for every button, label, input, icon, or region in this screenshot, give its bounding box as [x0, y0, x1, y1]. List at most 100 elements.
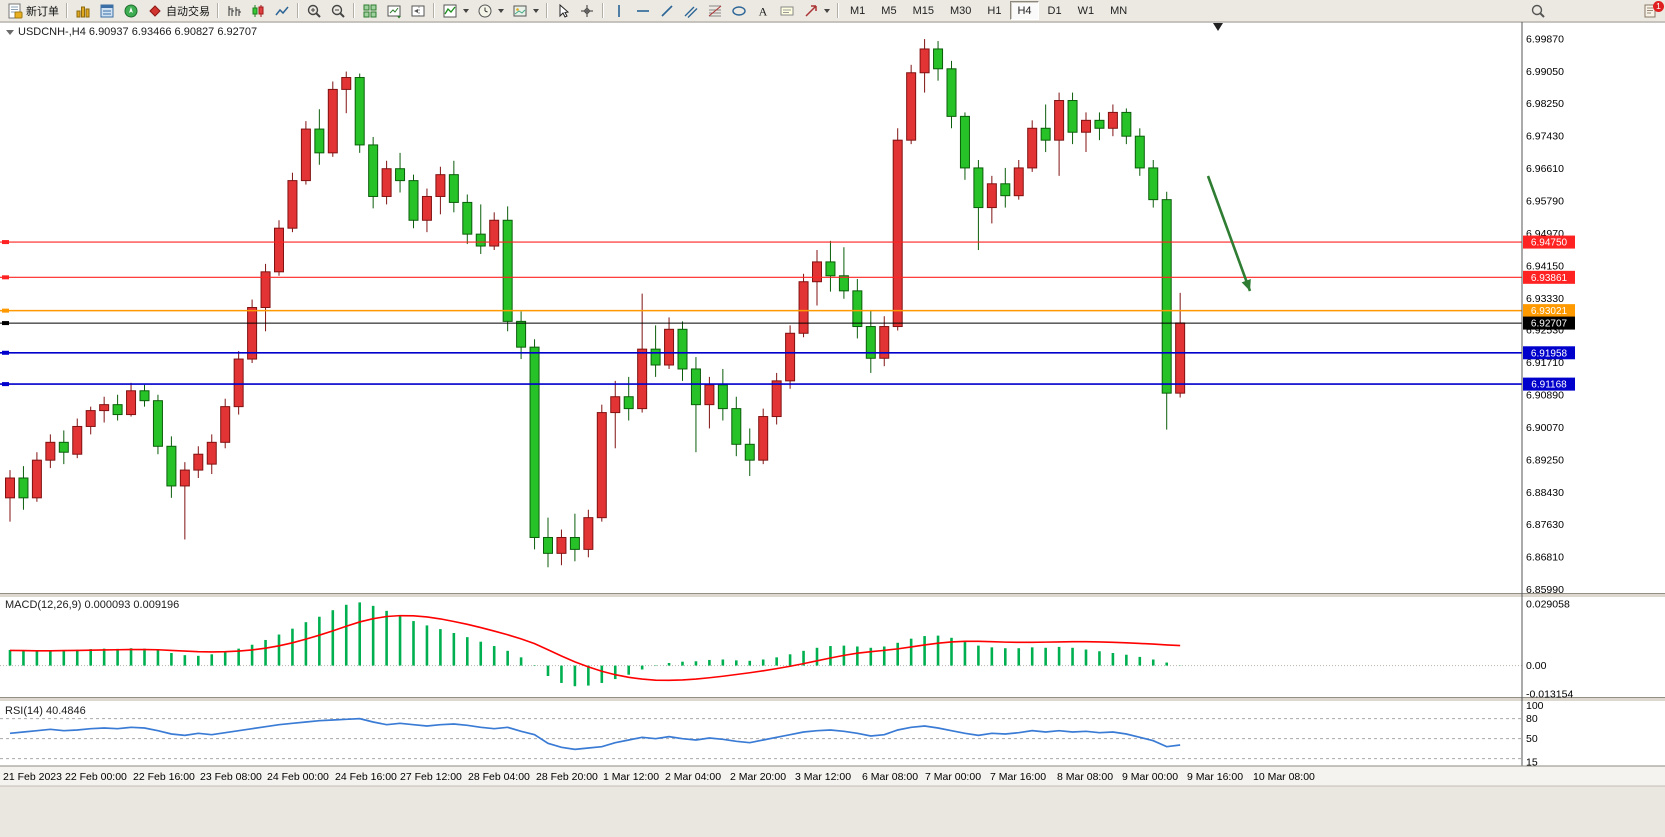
chart-shift-button[interactable] [406, 1, 430, 20]
periods-icon [477, 3, 493, 19]
auto-scroll-icon [386, 3, 402, 19]
indicators-icon [442, 3, 458, 19]
svg-text:6.92707: 6.92707 [1531, 319, 1568, 330]
cursor-icon [555, 3, 571, 19]
svg-text:7 Mar 00:00: 7 Mar 00:00 [925, 771, 981, 783]
timeframe-m5-button[interactable]: M5 [874, 1, 903, 20]
ellipse-button[interactable] [727, 1, 751, 20]
vertical-line-button[interactable] [607, 1, 631, 20]
timeframe-h1-button[interactable]: H1 [980, 1, 1008, 20]
label-icon [779, 3, 795, 19]
timeframe-h4-button[interactable]: H4 [1010, 1, 1039, 21]
zoom-out-icon [330, 3, 346, 19]
svg-text:6.87630: 6.87630 [1526, 519, 1564, 531]
toolbar-separator [353, 3, 355, 18]
svg-text:15: 15 [1526, 757, 1538, 769]
new-order-button[interactable]: 新订单 [3, 1, 63, 20]
crosshair-icon [579, 3, 595, 19]
text-icon: A [755, 3, 771, 19]
timeframe-d1-button[interactable]: D1 [1041, 1, 1069, 20]
templates-button[interactable] [508, 1, 543, 20]
autotrade-button[interactable]: 自动交易 [143, 1, 214, 20]
svg-text:50: 50 [1526, 733, 1538, 745]
svg-text:A: A [759, 4, 768, 18]
timeframe-m15-button[interactable]: M15 [906, 1, 941, 20]
svg-text:0.029058: 0.029058 [1526, 599, 1570, 611]
svg-text:6.90070: 6.90070 [1526, 422, 1564, 434]
notifications-button[interactable]: 1 [1638, 1, 1664, 20]
auto-scroll-button[interactable] [382, 1, 406, 20]
svg-text:6.99050: 6.99050 [1526, 66, 1564, 78]
svg-text:100: 100 [1526, 700, 1544, 712]
svg-text:28 Feb 20:00: 28 Feb 20:00 [536, 771, 598, 783]
svg-text:28 Feb 04:00: 28 Feb 04:00 [468, 771, 530, 783]
toolbar-separator [297, 3, 299, 18]
dropdown-caret-icon [463, 8, 469, 13]
toolbar-separator [546, 3, 548, 18]
trendline-icon [659, 3, 675, 19]
chart-title-text: USDCNH-,H4 6.90937 6.93466 6.90827 6.927… [18, 26, 258, 38]
line-chart-icon [274, 3, 290, 19]
autotrade-icon [147, 3, 163, 19]
svg-text:6.85990: 6.85990 [1526, 584, 1564, 596]
line-chart-button[interactable] [270, 1, 294, 20]
bars-icon [226, 3, 242, 19]
zoom-in-button[interactable] [302, 1, 326, 20]
horizontal-line-button[interactable] [631, 1, 655, 20]
svg-text:6.88430: 6.88430 [1526, 487, 1564, 499]
timeframe-m30-button[interactable]: M30 [943, 1, 978, 20]
svg-text:6.93330: 6.93330 [1526, 293, 1564, 305]
tile-windows-button[interactable] [358, 1, 382, 20]
chart-menu-icon [6, 29, 14, 35]
channel-button[interactable] [679, 1, 703, 20]
timeframe-w1-button[interactable]: W1 [1071, 1, 1102, 20]
channel-icon [683, 3, 699, 19]
candlesticks-button[interactable] [246, 1, 270, 20]
data-window-button[interactable] [95, 1, 119, 20]
tile-windows-icon [362, 3, 378, 19]
svg-text:22 Feb 16:00: 22 Feb 16:00 [133, 771, 195, 783]
ellipse-icon [731, 3, 747, 19]
cursor-button[interactable] [551, 1, 575, 20]
arrows-icon [803, 3, 819, 19]
svg-text:6.99870: 6.99870 [1526, 34, 1564, 46]
search-icon [1530, 3, 1546, 19]
dropdown-caret-icon [533, 8, 539, 13]
autotrade-label: 自动交易 [166, 5, 210, 18]
toolbar-separator [837, 3, 839, 18]
svg-text:6.93021: 6.93021 [1531, 306, 1568, 317]
navigator-button[interactable] [119, 1, 143, 20]
svg-text:6.96610: 6.96610 [1526, 163, 1564, 175]
indicators-button[interactable] [438, 1, 473, 20]
svg-text:10 Mar 08:00: 10 Mar 08:00 [1253, 771, 1315, 783]
rsi-label: RSI(14) 40.4846 [5, 705, 86, 717]
timeframe-m1-button[interactable]: M1 [843, 1, 872, 20]
crosshair-button[interactable] [575, 1, 599, 20]
svg-text:6.90890: 6.90890 [1526, 390, 1564, 402]
timeframe-mn-button[interactable]: MN [1103, 1, 1134, 20]
trendline-button[interactable] [655, 1, 679, 20]
svg-text:21 Feb 2023: 21 Feb 2023 [3, 771, 62, 783]
search-button[interactable] [1526, 1, 1550, 20]
text-button[interactable]: A [751, 1, 775, 20]
horizontal-line-icon [635, 3, 651, 19]
toolbar-separator [217, 3, 219, 18]
zoom-in-icon [306, 3, 322, 19]
svg-text:27 Feb 12:00: 27 Feb 12:00 [400, 771, 462, 783]
toolbar-separator [66, 3, 68, 18]
zoom-out-button[interactable] [326, 1, 350, 20]
new-order-label: 新订单 [26, 5, 59, 18]
label-button[interactable] [775, 1, 799, 20]
svg-text:0.00: 0.00 [1526, 660, 1547, 672]
fibonacci-button[interactable] [703, 1, 727, 20]
svg-text:6.91958: 6.91958 [1531, 348, 1568, 359]
svg-text:2 Mar 04:00: 2 Mar 04:00 [665, 771, 721, 783]
periods-button[interactable] [473, 1, 508, 20]
market-watch-button[interactable] [71, 1, 95, 20]
arrows-button[interactable] [799, 1, 834, 20]
bars-button[interactable] [222, 1, 246, 20]
svg-text:2 Mar 20:00: 2 Mar 20:00 [730, 771, 786, 783]
dropdown-caret-icon [498, 8, 504, 13]
